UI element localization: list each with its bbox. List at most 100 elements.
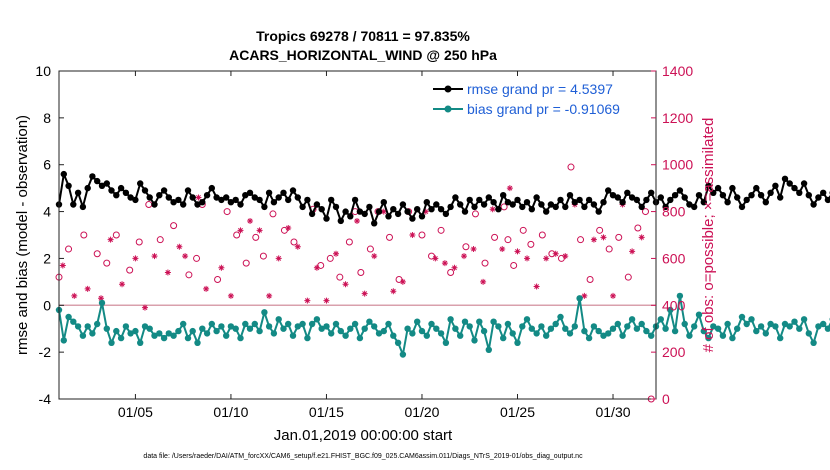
bias-point (423, 332, 430, 339)
rmse-point (562, 203, 569, 211)
y-right-tick-label: 1200 (662, 110, 693, 126)
rmse-point (476, 196, 483, 204)
bias-point (576, 295, 583, 302)
bias-point (361, 325, 368, 332)
obs-assimilated-point (195, 194, 202, 201)
x-tick-label: 01/30 (595, 404, 630, 420)
obs-assimilated-point (441, 260, 448, 267)
rmse-point (132, 196, 139, 204)
bias-point (638, 320, 645, 328)
bias-point (628, 316, 636, 323)
bias-point (762, 330, 769, 337)
rmse-point (480, 201, 488, 208)
rmse-point (791, 184, 798, 192)
obs-possible-point (65, 245, 73, 253)
obs-possible-point (185, 271, 193, 279)
legend-box (425, 80, 651, 120)
bias-point (70, 318, 77, 325)
rmse-point (223, 194, 230, 201)
obs-assimilated-point (237, 227, 244, 234)
y-axis-left-label: rmse and bias (model - observation) (14, 115, 31, 355)
rmse-point (270, 199, 278, 206)
bias-point (285, 320, 292, 328)
rmse-point (700, 199, 707, 206)
rmse-point (184, 187, 192, 194)
y-right-tick-label: 600 (662, 250, 686, 266)
legend-marker-bias (444, 105, 452, 113)
rmse-point (461, 208, 469, 215)
obs-assimilated-point (304, 297, 311, 304)
rmse-point (695, 192, 703, 199)
obs-assimilated-point (480, 278, 487, 285)
rmse-point (208, 184, 215, 192)
bias-point (146, 325, 153, 332)
bias-point (724, 320, 731, 328)
obs-assimilated-point (256, 227, 263, 234)
bias-point (127, 330, 134, 337)
obs-possible-point (170, 222, 178, 230)
bias-point (84, 323, 91, 330)
rmse-point (777, 194, 784, 201)
rmse-point (375, 208, 383, 215)
plot-area (55, 163, 830, 403)
obs-possible-point (447, 268, 455, 276)
rmse-point (619, 199, 626, 206)
rmse-point (246, 189, 254, 196)
obs-possible-point (504, 236, 512, 244)
obs-possible-point (462, 243, 470, 251)
obs-assimilated-point (218, 264, 225, 271)
rmse-point (729, 184, 736, 192)
rmse-point (113, 192, 120, 199)
bias-point (328, 330, 335, 337)
obs-possible-point (366, 245, 374, 253)
obs-assimilated-point (543, 255, 550, 262)
obs-possible-point (112, 231, 120, 239)
obs-assimilated-point (71, 292, 78, 299)
bias-point (308, 320, 316, 328)
legend-entry-bias: bias grand pr = -0.91069 (467, 101, 620, 117)
obs-possible-point (481, 259, 489, 267)
bias-point (313, 316, 321, 323)
obs-possible-point (491, 233, 499, 241)
bias-point (791, 318, 798, 325)
bias-point (256, 327, 263, 335)
bias-point (705, 334, 712, 342)
bias-point (89, 330, 96, 337)
obs-possible-point (223, 208, 231, 216)
obs-possible-point (641, 208, 649, 216)
rmse-point (528, 206, 535, 213)
obs-possible-point (557, 254, 565, 262)
y-left-tick-label: 10 (35, 63, 51, 79)
bias-point (232, 325, 239, 332)
bias-point (657, 316, 664, 323)
rmse-point (237, 201, 244, 208)
obs-possible-point (336, 273, 344, 281)
bias-point (480, 327, 488, 335)
obs-assimilated-point (323, 297, 330, 304)
rmse-point (605, 187, 612, 194)
obs-assimilated-point (432, 255, 439, 262)
bias-point (824, 325, 830, 332)
rmse-point (294, 194, 301, 201)
rmse-point (714, 184, 722, 192)
bias-point (681, 320, 688, 328)
rmse-point (767, 189, 774, 196)
rmse-point (323, 215, 330, 222)
rmse-point (466, 196, 473, 204)
obs-assimilated-point (422, 208, 429, 215)
bias-point (318, 325, 325, 332)
y-left-tick-label: 2 (43, 250, 51, 266)
rmse-point (504, 199, 512, 206)
rmse-point (203, 192, 211, 199)
bias-point (380, 327, 387, 335)
rmse-point (227, 199, 235, 206)
rmse-point (757, 192, 765, 199)
bias-point (528, 325, 535, 332)
bias-point (394, 339, 402, 346)
rmse-point (385, 213, 392, 220)
rmse-point (566, 192, 574, 199)
obs-assimilated-point (182, 253, 189, 260)
bias-point (132, 327, 139, 335)
rmse-point (156, 192, 163, 199)
rmse-point (753, 184, 760, 192)
